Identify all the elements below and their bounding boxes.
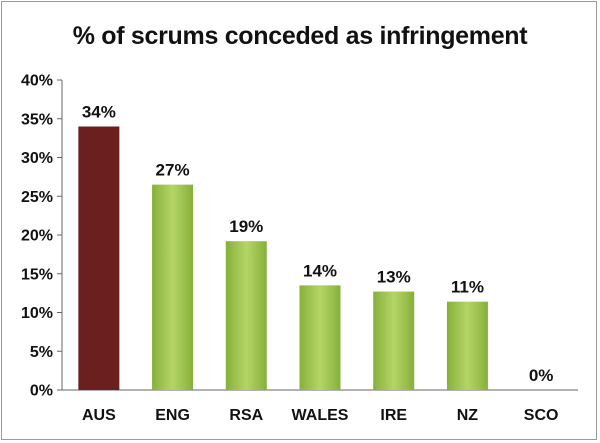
x-tick-label-nz: NZ	[457, 407, 479, 424]
x-tick-label-sco: SCO	[524, 407, 559, 424]
data-label-eng: 27%	[156, 161, 190, 180]
x-tick-label-eng: ENG	[155, 407, 190, 424]
y-tick-label: 0%	[30, 383, 53, 400]
bar-ire	[373, 291, 415, 390]
bar-nz	[446, 301, 488, 390]
chart-title: % of scrums conceded as infringement	[72, 22, 528, 50]
data-label-ire: 13%	[377, 268, 411, 287]
y-tick-label: 25%	[21, 189, 53, 206]
y-tick-label: 5%	[30, 344, 53, 361]
y-tick-label: 35%	[21, 111, 53, 128]
x-tick-label-wales: WALES	[292, 407, 349, 424]
y-tick-label: 10%	[21, 305, 53, 322]
bar-eng	[152, 184, 194, 390]
x-tick-label-ire: IRE	[380, 407, 407, 424]
data-label-wales: 14%	[303, 261, 337, 280]
data-label-rsa: 19%	[229, 217, 263, 236]
data-label-aus: 34%	[82, 103, 116, 122]
y-tick-label: 30%	[21, 150, 53, 167]
data-label-sco: 0%	[529, 366, 554, 385]
bar-aus	[78, 126, 120, 390]
y-tick-label: 40%	[21, 73, 53, 90]
y-tick-label: 20%	[21, 228, 53, 245]
x-tick-label-aus: AUS	[82, 407, 116, 424]
bar-rsa	[225, 241, 267, 390]
x-tick-label-rsa: RSA	[229, 407, 263, 424]
data-label-nz: 11%	[451, 278, 484, 297]
bar-wales	[299, 285, 341, 390]
y-tick-label: 15%	[21, 266, 53, 283]
